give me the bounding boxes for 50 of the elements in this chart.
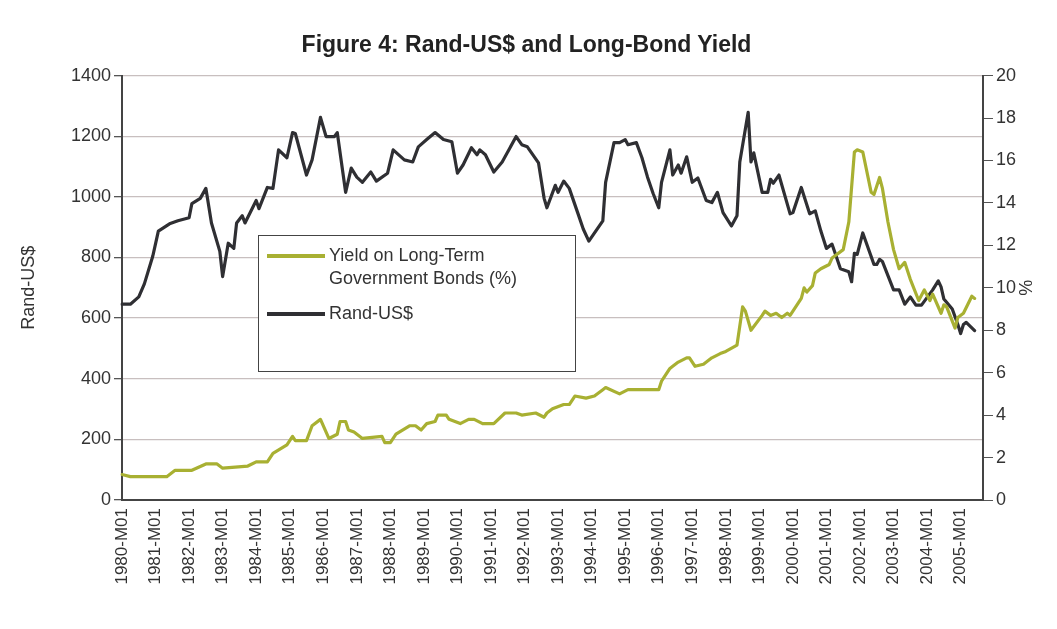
x-tick-label: 2003-M01	[883, 508, 903, 585]
x-tick-label: 2004-M01	[916, 508, 936, 585]
y2-tick-label: 12	[996, 234, 1017, 255]
x-tick-label: 1990-M01	[447, 508, 467, 585]
x-tick-label: 1981-M01	[145, 508, 165, 585]
x-tick-label: 1989-M01	[413, 508, 433, 585]
x-tick-label: 1985-M01	[279, 508, 299, 585]
y2-tick-label: 14	[996, 191, 1017, 212]
y2-tick-label: 10	[996, 276, 1017, 297]
y2-tick-label: 8	[996, 319, 1007, 340]
x-tick-label: 1999-M01	[749, 508, 769, 585]
y-tick-label: 400	[80, 367, 111, 388]
x-tick-label: 2005-M01	[950, 508, 970, 585]
y2-tick-label: 6	[996, 361, 1007, 382]
y2-tick-label: 0	[996, 488, 1007, 509]
x-tick-label: 1995-M01	[614, 508, 634, 585]
x-tick-label: 2000-M01	[782, 508, 802, 585]
y-tick-label: 800	[80, 246, 111, 267]
y-tick-label: 1200	[70, 125, 111, 146]
x-tick-label: 1992-M01	[514, 508, 534, 585]
y-tick-label: 200	[80, 428, 111, 449]
x-tick-label: 1997-M01	[681, 508, 701, 585]
x-tick-label: 1994-M01	[581, 508, 601, 585]
x-tick-label: 1984-M01	[245, 508, 265, 585]
x-tick-label: 1991-M01	[480, 508, 500, 585]
legend-label: Yield on Long-Term Government Bonds (%)	[329, 243, 519, 290]
x-tick-label: 1996-M01	[648, 508, 668, 585]
x-tick-label: 1988-M01	[380, 508, 400, 585]
y2-tick-label: 16	[996, 149, 1017, 170]
chart-title: Figure 4: Rand-US$ and Long-Bond Yield	[301, 31, 752, 58]
x-tick-label: 1993-M01	[547, 508, 567, 585]
x-tick-label: 1986-M01	[312, 508, 332, 585]
y2-tick-label: 2	[996, 446, 1007, 467]
y-axis-title: Rand-US$	[17, 245, 38, 330]
y-tick-label: 1000	[70, 185, 111, 206]
x-tick-label: 1980-M01	[111, 508, 131, 585]
x-tick-label: 2001-M01	[816, 508, 836, 585]
x-tick-label: 2002-M01	[849, 508, 869, 585]
y-tick-label: 600	[80, 307, 111, 328]
y2-axis-title: %	[1015, 279, 1036, 296]
x-tick-label: 1987-M01	[346, 508, 366, 585]
x-tick-label: 1998-M01	[715, 508, 735, 585]
y-tick-label: 0	[100, 488, 111, 509]
y2-tick-label: 20	[996, 64, 1017, 85]
x-tick-label: 1982-M01	[178, 508, 198, 585]
legend-label: Rand-US$	[329, 301, 414, 325]
y2-tick-label: 18	[996, 107, 1017, 128]
y2-tick-label: 4	[996, 404, 1007, 425]
x-tick-label: 1983-M01	[212, 508, 232, 585]
y-tick-label: 1400	[70, 64, 111, 85]
